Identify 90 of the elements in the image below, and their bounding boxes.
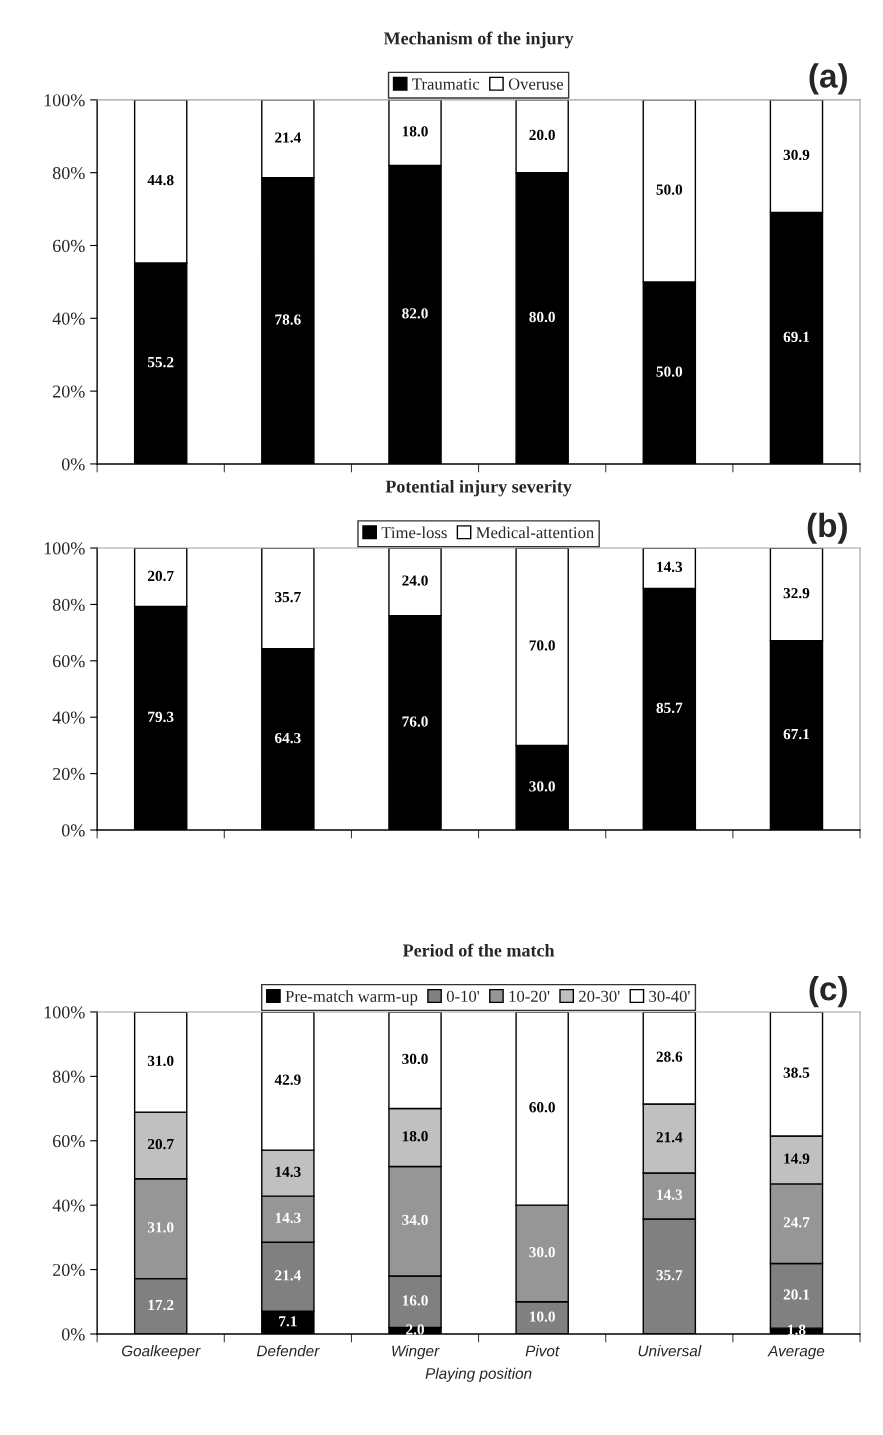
- data-label: 18.0: [402, 1131, 428, 1142]
- data-label: 24.0: [402, 575, 428, 586]
- text: (c): [809, 976, 847, 1008]
- data-label: 18.0: [402, 126, 428, 137]
- y-tick-label: 0%: [61, 824, 85, 837]
- x-tick-label: Winger: [392, 1345, 440, 1360]
- data-label: 30.9: [783, 149, 810, 161]
- data-label: 82.0: [402, 308, 428, 319]
- data-label: 21.4: [275, 1270, 301, 1281]
- x-tick-label: Defender: [256, 1345, 320, 1357]
- data-label: 64.3: [275, 732, 301, 744]
- data-label: 20.1: [783, 1289, 810, 1300]
- legend-label: Medical-attention: [476, 526, 594, 539]
- data-label: 20.0: [529, 129, 555, 141]
- data-label: 14.3: [275, 1212, 301, 1224]
- y-tick-label: 100%: [44, 1006, 85, 1019]
- data-label: 30.0: [529, 1246, 555, 1258]
- data-label: 60.0: [529, 1102, 555, 1113]
- y-tick-label: 60%: [53, 239, 85, 252]
- x-tick-label: Goalkeeper: [121, 1345, 201, 1360]
- data-label: 69.1: [783, 331, 810, 343]
- data-label: 14.9: [784, 1153, 810, 1164]
- data-label: 14.3: [657, 1189, 683, 1200]
- data-label: 14.3: [657, 561, 683, 573]
- text: (a): [809, 63, 847, 95]
- data-label: 80.0: [529, 311, 555, 323]
- data-label: 10.0: [530, 1311, 555, 1322]
- data-label: 42.9: [274, 1074, 301, 1085]
- x-axis-title: Playing position: [425, 1367, 532, 1382]
- data-label: 79.3: [148, 711, 174, 723]
- y-tick-label: 40%: [52, 711, 85, 724]
- data-label: 31.0: [147, 1055, 174, 1067]
- data-label: 17.2: [148, 1299, 174, 1311]
- y-tick-label: 60%: [53, 655, 85, 668]
- y-tick-label: 80%: [52, 166, 85, 180]
- y-tick-label: 40%: [52, 312, 85, 325]
- data-label: 2.0: [406, 1324, 424, 1335]
- data-label: 35.7: [656, 1270, 683, 1281]
- data-label: 14.3: [275, 1166, 301, 1178]
- y-tick-label: 20%: [53, 1263, 85, 1277]
- y-tick-label: 0%: [61, 458, 85, 471]
- data-label: 38.5: [783, 1067, 810, 1078]
- legend-label: 10-20': [509, 990, 550, 1002]
- data-label: 44.8: [147, 174, 174, 186]
- x-tick-label: Universal: [638, 1345, 702, 1357]
- data-label: 34.0: [402, 1214, 428, 1226]
- legend-label: 30-40': [649, 990, 690, 1002]
- y-tick-label: 60%: [53, 1135, 85, 1148]
- data-label: 50.0: [656, 184, 683, 195]
- y-tick-label: 80%: [52, 598, 85, 611]
- data-label: 85.7: [656, 702, 683, 714]
- y-tick-label: 80%: [52, 1070, 85, 1083]
- data-label: 67.1: [783, 728, 810, 740]
- x-tick-label: Pivot: [525, 1345, 560, 1357]
- y-tick-label: 20%: [53, 767, 85, 781]
- data-label: 21.4: [275, 132, 301, 143]
- data-label: 30.0: [529, 781, 555, 792]
- data-label: 55.2: [147, 357, 174, 368]
- y-tick-label: 100%: [44, 542, 85, 555]
- chart-title: Potential injury severity: [385, 479, 572, 497]
- legend-label: Pre-match warm-up: [285, 990, 418, 1006]
- data-label: 20.7: [147, 1138, 174, 1150]
- data-label: 21.4: [656, 1132, 683, 1143]
- text: (b): [807, 512, 847, 544]
- data-label: 32.9: [783, 587, 810, 599]
- data-label: 35.7: [275, 591, 301, 603]
- chart-title: Mechanism of the injury: [383, 31, 574, 49]
- data-label: 30.0: [402, 1053, 428, 1065]
- legend-label: Time-loss: [381, 526, 447, 539]
- legend-label: Traumatic: [412, 78, 480, 90]
- legend-label: Overuse: [508, 78, 564, 90]
- data-label: 31.0: [147, 1222, 174, 1233]
- data-label: 28.6: [656, 1051, 683, 1062]
- y-tick-label: 40%: [52, 1199, 85, 1212]
- data-label: 76.0: [402, 716, 428, 727]
- data-label: 1.8: [788, 1324, 806, 1335]
- x-tick-label: Average: [767, 1345, 825, 1360]
- y-tick-label: 20%: [53, 385, 85, 398]
- data-label: 7.1: [279, 1316, 297, 1327]
- data-label: 70.0: [529, 640, 555, 651]
- y-tick-label: 100%: [44, 94, 85, 107]
- legend-label: 20-30': [579, 990, 620, 1002]
- data-label: 50.0: [656, 366, 683, 377]
- data-label: 20.7: [147, 570, 174, 582]
- data-label: 24.7: [783, 1217, 810, 1228]
- data-label: 16.0: [402, 1295, 428, 1306]
- y-tick-label: 0%: [61, 1328, 85, 1341]
- chart-title: Period of the match: [402, 943, 555, 957]
- data-label: 78.6: [275, 314, 301, 325]
- legend-label: 0-10': [446, 990, 480, 1002]
